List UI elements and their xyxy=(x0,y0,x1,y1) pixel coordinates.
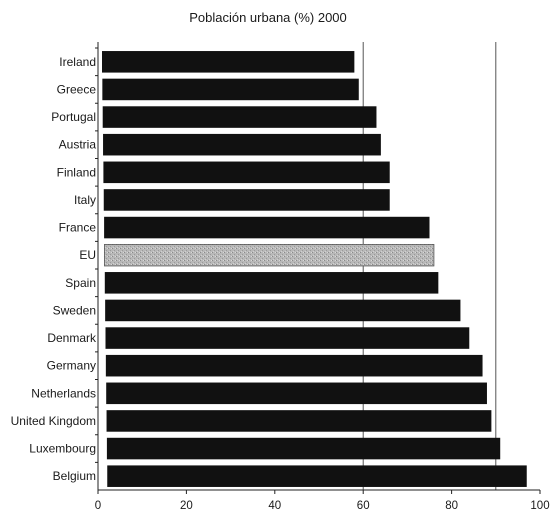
category-label: France xyxy=(59,221,97,235)
x-tick-label: 100 xyxy=(530,500,549,512)
x-tick-label: 40 xyxy=(268,500,281,512)
bar xyxy=(104,272,439,294)
bar xyxy=(106,382,487,405)
x-tick-label: 60 xyxy=(357,500,370,512)
category-label: Luxembourg xyxy=(29,442,96,456)
axes xyxy=(95,42,540,491)
bar xyxy=(106,410,492,432)
bar xyxy=(106,437,501,460)
category-label: Spain xyxy=(65,276,96,290)
category-label: Germany xyxy=(47,359,96,373)
category-labels: Ireland Greece Portugal Austria Finland Italy… xyxy=(11,55,97,483)
bar xyxy=(105,299,461,322)
category-label: Finland xyxy=(57,165,96,179)
bar xyxy=(102,51,355,73)
category-label: Italy xyxy=(74,193,96,207)
category-label: United Kingdom xyxy=(11,414,96,428)
bars xyxy=(102,51,527,487)
x-tick-label: 0 xyxy=(95,500,101,512)
category-label: Austria xyxy=(59,138,97,152)
category-label: Greece xyxy=(57,82,97,96)
bar xyxy=(105,354,483,377)
bar xyxy=(103,133,381,156)
x-tick-label: 20 xyxy=(180,500,193,512)
bar-highlight xyxy=(104,244,435,267)
bar xyxy=(103,161,390,184)
bar xyxy=(103,189,390,211)
bar xyxy=(105,327,470,349)
bar xyxy=(104,216,430,239)
category-label: Netherlands xyxy=(31,386,96,400)
chart-title: Población urbana (%) 2000 xyxy=(189,10,347,25)
bar xyxy=(107,465,527,487)
x-tick-label: 80 xyxy=(445,500,458,512)
category-label: Belgium xyxy=(53,469,96,483)
category-label: Denmark xyxy=(47,331,97,345)
bar xyxy=(102,78,359,101)
x-tick-labels: 0 20 40 60 80 100 xyxy=(95,490,550,512)
bar xyxy=(102,106,377,128)
category-label: Sweden xyxy=(53,303,96,317)
category-label: Portugal xyxy=(51,110,96,124)
category-label: EU xyxy=(79,248,96,262)
category-label: Ireland xyxy=(59,55,96,69)
